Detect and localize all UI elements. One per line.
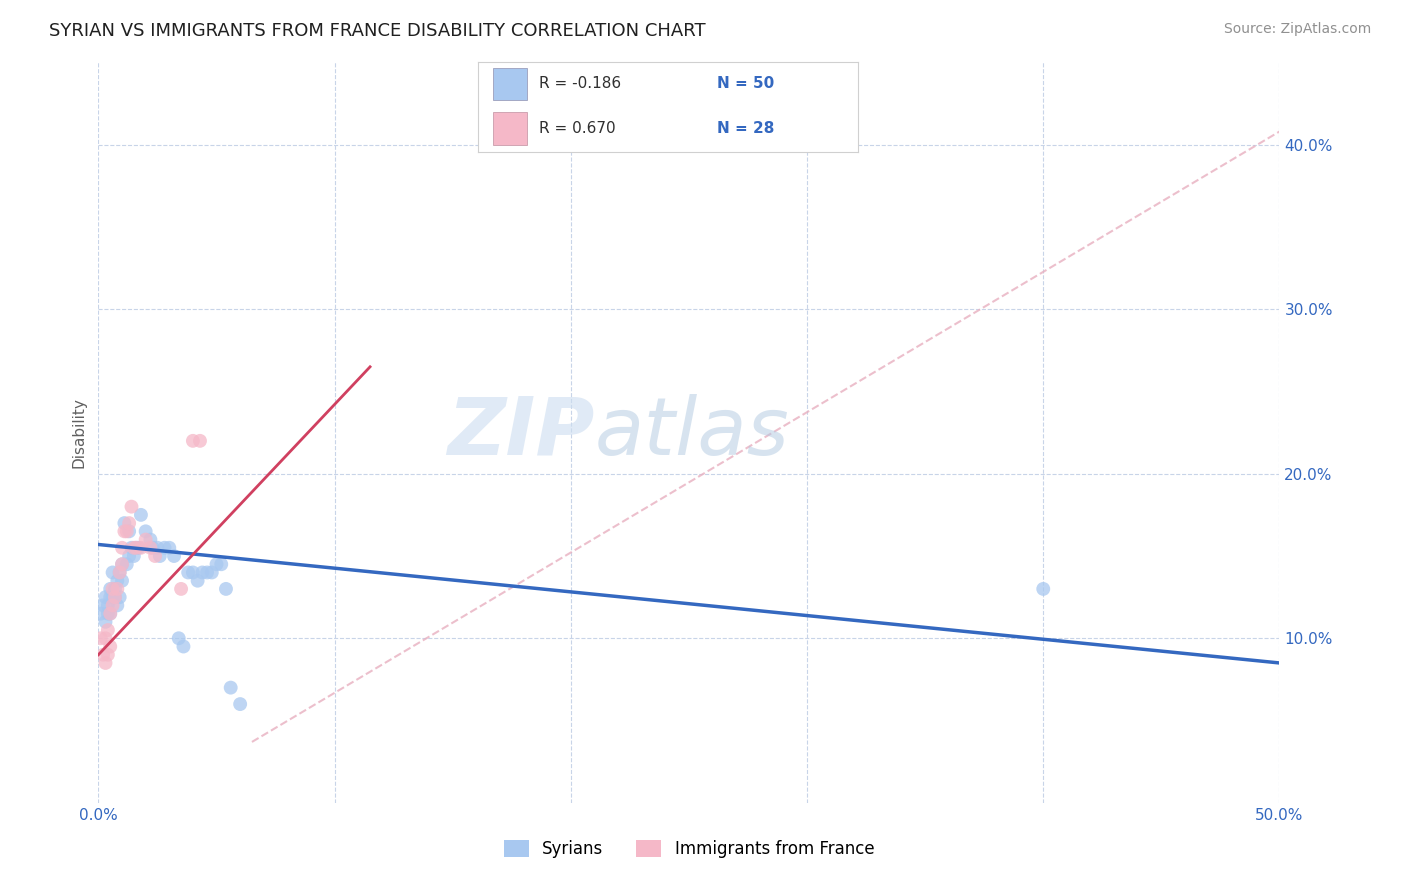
Point <box>142 541 165 555</box>
Point <box>118 549 141 563</box>
Point <box>108 590 131 604</box>
Point <box>112 524 135 539</box>
Point <box>91 648 114 662</box>
Point <box>201 566 224 580</box>
Point <box>94 632 117 646</box>
Point <box>104 582 127 596</box>
Legend: Syrians, Immigrants from France: Syrians, Immigrants from France <box>496 833 882 865</box>
Point <box>170 582 193 596</box>
Point <box>97 648 120 662</box>
Point <box>181 434 204 448</box>
Point <box>101 566 124 580</box>
Point <box>101 599 124 613</box>
Point <box>97 623 120 637</box>
Point <box>90 632 112 646</box>
Point <box>91 599 114 613</box>
Point <box>188 434 211 448</box>
Point <box>149 549 172 563</box>
Point <box>111 574 134 588</box>
Point <box>219 681 242 695</box>
Point <box>101 582 124 596</box>
Point <box>98 607 121 621</box>
Point <box>105 574 128 588</box>
Point <box>157 541 180 555</box>
Point <box>98 607 121 621</box>
Point <box>108 566 131 580</box>
Point <box>98 590 121 604</box>
Text: R = -0.186: R = -0.186 <box>538 77 621 91</box>
Point <box>111 541 134 555</box>
Text: Source: ZipAtlas.com: Source: ZipAtlas.com <box>1223 22 1371 37</box>
Point <box>108 566 131 580</box>
Point <box>128 541 150 555</box>
Point <box>1032 582 1054 596</box>
Point <box>122 541 145 555</box>
Point <box>111 558 134 572</box>
Bar <box>494 68 527 100</box>
Point <box>94 590 117 604</box>
Point <box>98 640 121 654</box>
Point <box>135 533 157 547</box>
Point <box>118 524 141 539</box>
Point <box>104 590 127 604</box>
Point <box>94 656 117 670</box>
Point <box>105 582 128 596</box>
Point <box>139 533 162 547</box>
Point <box>98 582 121 596</box>
Point <box>187 574 209 588</box>
Point <box>104 590 127 604</box>
Point <box>129 508 152 522</box>
Y-axis label: Disability: Disability <box>72 397 87 468</box>
Point <box>101 590 124 604</box>
Text: N = 50: N = 50 <box>717 77 775 91</box>
Bar <box>494 112 527 145</box>
Point <box>122 549 145 563</box>
Point <box>105 599 128 613</box>
Point <box>125 541 148 555</box>
Text: N = 28: N = 28 <box>717 121 775 136</box>
Point <box>153 541 176 555</box>
Point <box>209 558 232 572</box>
Point <box>125 541 148 555</box>
Point <box>115 524 138 539</box>
Point <box>139 541 162 555</box>
Point <box>146 541 169 555</box>
Point <box>205 558 228 572</box>
Point <box>115 558 138 572</box>
Point <box>172 640 194 654</box>
Point <box>94 615 117 629</box>
Point <box>215 582 238 596</box>
Point <box>90 607 112 621</box>
Text: R = 0.670: R = 0.670 <box>538 121 616 136</box>
Point <box>112 516 135 530</box>
Point <box>97 607 120 621</box>
Point <box>135 524 157 539</box>
Point <box>129 541 152 555</box>
Point <box>229 697 252 711</box>
Point <box>195 566 218 580</box>
Text: ZIP: ZIP <box>447 393 595 472</box>
Point <box>191 566 214 580</box>
Point <box>121 500 143 514</box>
Point <box>118 516 141 530</box>
Point <box>167 632 190 646</box>
Point <box>177 566 200 580</box>
Point <box>97 599 120 613</box>
Text: atlas: atlas <box>595 393 789 472</box>
Point <box>181 566 204 580</box>
Point <box>163 549 186 563</box>
Point <box>111 558 134 572</box>
Text: SYRIAN VS IMMIGRANTS FROM FRANCE DISABILITY CORRELATION CHART: SYRIAN VS IMMIGRANTS FROM FRANCE DISABIL… <box>49 22 706 40</box>
Point <box>143 549 166 563</box>
Point <box>121 541 143 555</box>
